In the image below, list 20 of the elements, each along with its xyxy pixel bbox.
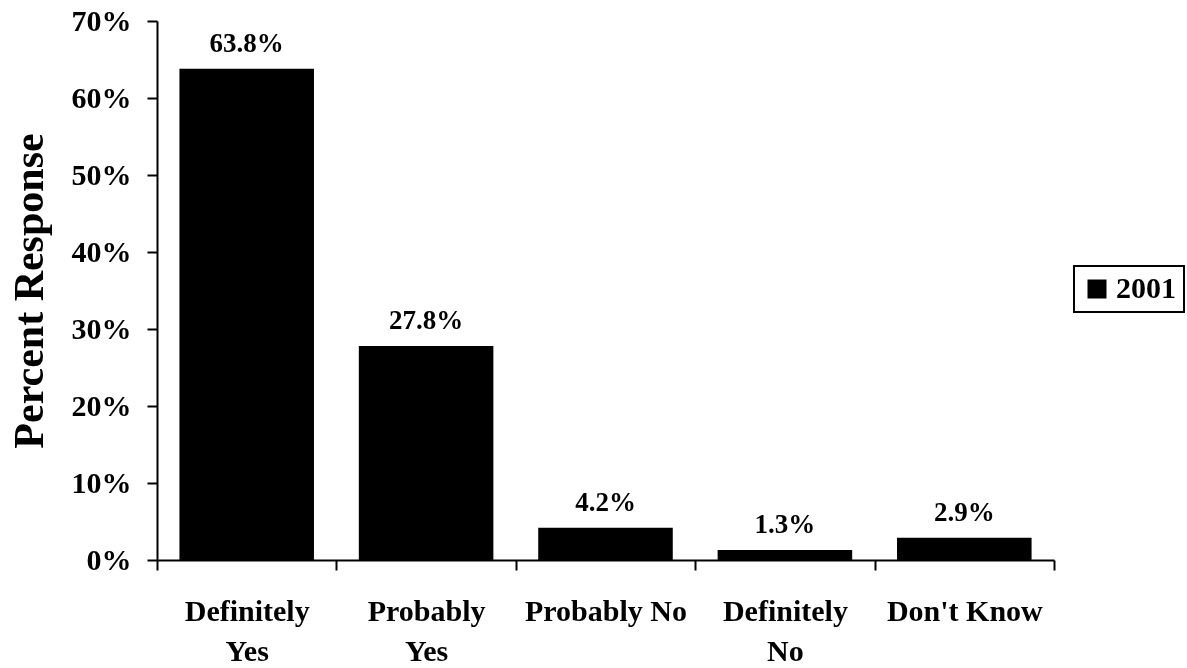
data-label: 2.9% — [933, 496, 995, 527]
data-label: 63.8% — [209, 27, 284, 58]
x-tick-label: Definitely No — [722, 593, 848, 667]
data-label: 27.8% — [388, 304, 464, 335]
y-tick-label: 30% — [71, 311, 132, 345]
y-tick-label: 50% — [71, 157, 132, 191]
x-tick-label: Don't Know — [886, 593, 1044, 627]
legend-label: 2001 — [1116, 271, 1176, 304]
y-tick-label: 0% — [86, 542, 132, 576]
y-tick-label: 40% — [71, 234, 132, 268]
y-tick-label: 70% — [71, 3, 132, 37]
y-tick-label: 20% — [71, 388, 132, 422]
x-tick-label: Probably Yes — [367, 593, 486, 667]
y-axis-title: Percent Response — [5, 133, 52, 449]
x-tick-label: Definitely Yes — [184, 593, 310, 667]
y-tick-label: 10% — [71, 465, 132, 499]
data-label: 1.3% — [754, 508, 816, 539]
y-tick-label: 60% — [71, 80, 132, 114]
x-tick-label: Probably No — [525, 593, 687, 627]
data-label: 4.2% — [575, 486, 636, 517]
